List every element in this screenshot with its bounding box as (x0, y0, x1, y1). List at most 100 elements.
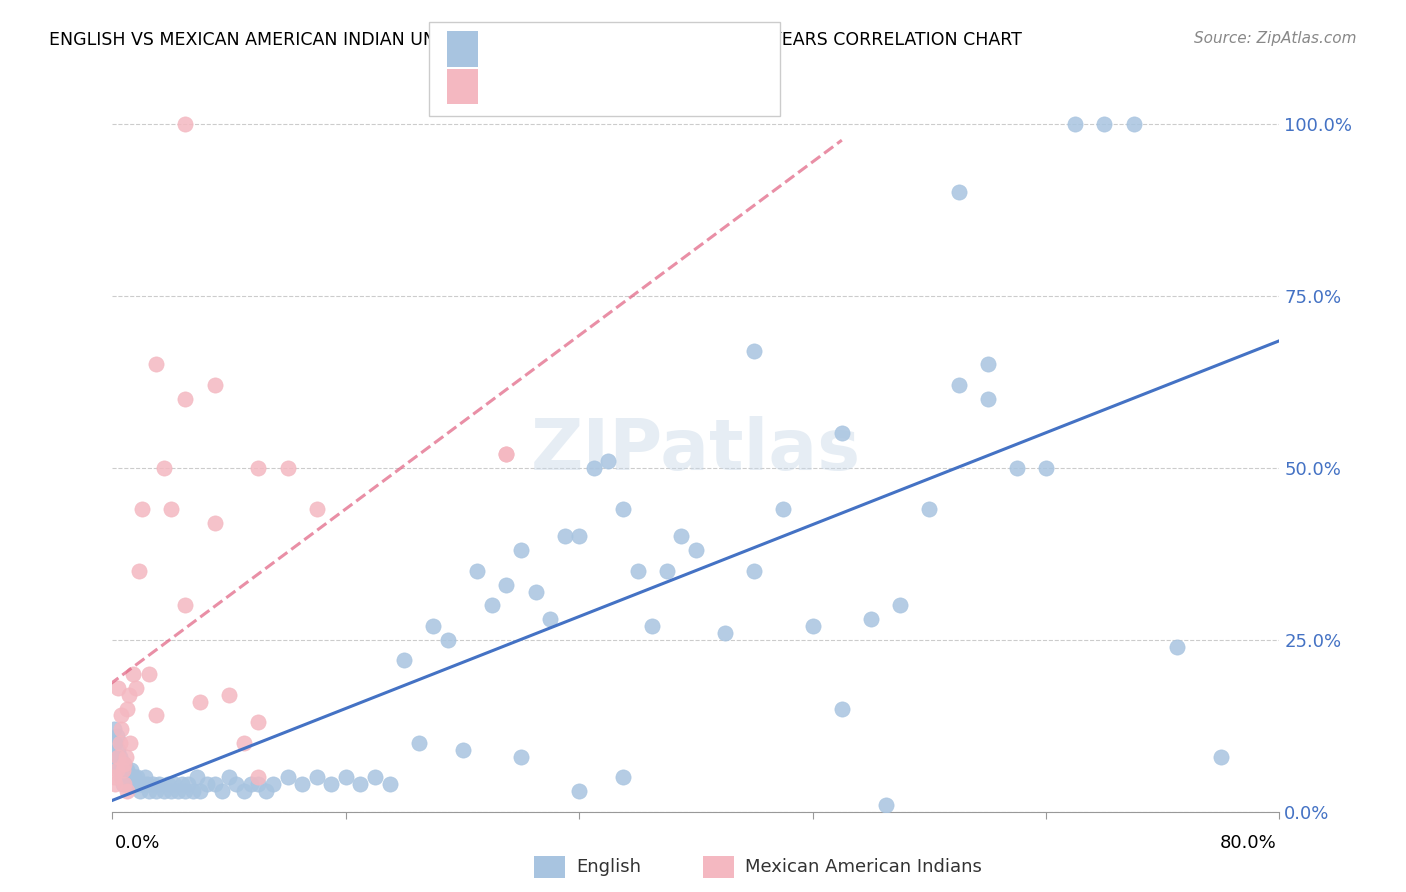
Point (110, 722, 132, 736)
Point (918, 502, 941, 516)
Point (111, 764, 134, 778)
Point (108, 764, 131, 778)
Point (422, 619, 444, 633)
Point (495, 447, 517, 461)
Point (174, 117, 197, 131)
Text: N =: N = (576, 39, 620, 59)
Point (114, 777, 136, 791)
Point (254, 784, 277, 798)
Point (122, 667, 145, 681)
Point (181, 784, 204, 798)
Text: N =: N = (576, 77, 626, 96)
Point (105, 749, 128, 764)
Point (612, 770, 634, 784)
Point (138, 667, 160, 681)
Point (105, 764, 128, 778)
Point (948, 378, 970, 392)
Point (538, 612, 561, 626)
Point (437, 632, 460, 647)
Text: 0.563: 0.563 (520, 77, 582, 96)
Point (124, 770, 146, 784)
Point (742, 343, 765, 358)
Point (262, 777, 284, 791)
Point (174, 599, 197, 613)
Point (129, 784, 152, 798)
Point (451, 743, 474, 757)
Point (204, 777, 226, 791)
Point (568, 784, 591, 798)
Point (860, 612, 883, 626)
Point (104, 736, 127, 750)
Point (131, 502, 153, 516)
Point (742, 564, 765, 578)
Point (160, 502, 183, 516)
Point (188, 784, 211, 798)
Point (976, 392, 998, 406)
Point (641, 619, 664, 633)
Point (554, 529, 576, 543)
Point (509, 749, 531, 764)
Point (138, 784, 160, 798)
Point (160, 784, 183, 798)
Point (136, 777, 159, 791)
Point (112, 777, 135, 791)
Point (125, 681, 148, 695)
Point (117, 777, 139, 791)
Text: 80.0%: 80.0% (1220, 834, 1277, 852)
Point (167, 784, 190, 798)
Text: ENGLISH VS MEXICAN AMERICAN INDIAN UNEMPLOYMENT AMONG AGES 25 TO 29 YEARS CORREL: ENGLISH VS MEXICAN AMERICAN INDIAN UNEMP… (49, 31, 1022, 49)
Point (148, 777, 170, 791)
Point (714, 625, 737, 640)
Point (240, 777, 263, 791)
Point (218, 770, 240, 784)
Point (118, 736, 141, 750)
Point (495, 577, 517, 591)
Point (247, 715, 270, 730)
Point (225, 777, 247, 791)
Point (655, 564, 678, 578)
Point (321, 777, 343, 791)
Point (110, 770, 132, 784)
Point (174, 392, 197, 406)
Point (509, 543, 531, 558)
Point (291, 777, 314, 791)
Point (276, 770, 298, 784)
Point (948, 186, 970, 200)
Point (481, 599, 503, 613)
Point (152, 460, 174, 475)
Point (349, 777, 371, 791)
Point (495, 447, 517, 461)
Point (1209, 749, 1232, 764)
Point (1166, 640, 1188, 654)
Point (131, 777, 153, 791)
Text: English: English (576, 858, 641, 876)
Point (976, 358, 998, 372)
Point (103, 770, 125, 784)
Point (112, 756, 135, 771)
Point (134, 770, 156, 784)
Point (1005, 460, 1028, 475)
Point (378, 777, 401, 791)
Point (671, 529, 693, 543)
Point (204, 378, 226, 392)
Point (204, 516, 226, 530)
Point (801, 619, 824, 633)
Point (364, 770, 387, 784)
Point (110, 756, 132, 771)
Point (247, 460, 270, 475)
Point (111, 764, 134, 778)
Point (685, 543, 707, 558)
Text: R =: R = (492, 39, 534, 59)
Point (582, 460, 605, 475)
Point (128, 777, 150, 791)
Point (118, 770, 141, 784)
Point (115, 764, 138, 778)
Point (247, 777, 270, 791)
Point (156, 777, 179, 791)
Point (305, 502, 328, 516)
Point (105, 729, 128, 743)
Point (305, 770, 328, 784)
Point (218, 688, 240, 702)
Point (1035, 460, 1057, 475)
Text: 0.0%: 0.0% (115, 834, 160, 852)
